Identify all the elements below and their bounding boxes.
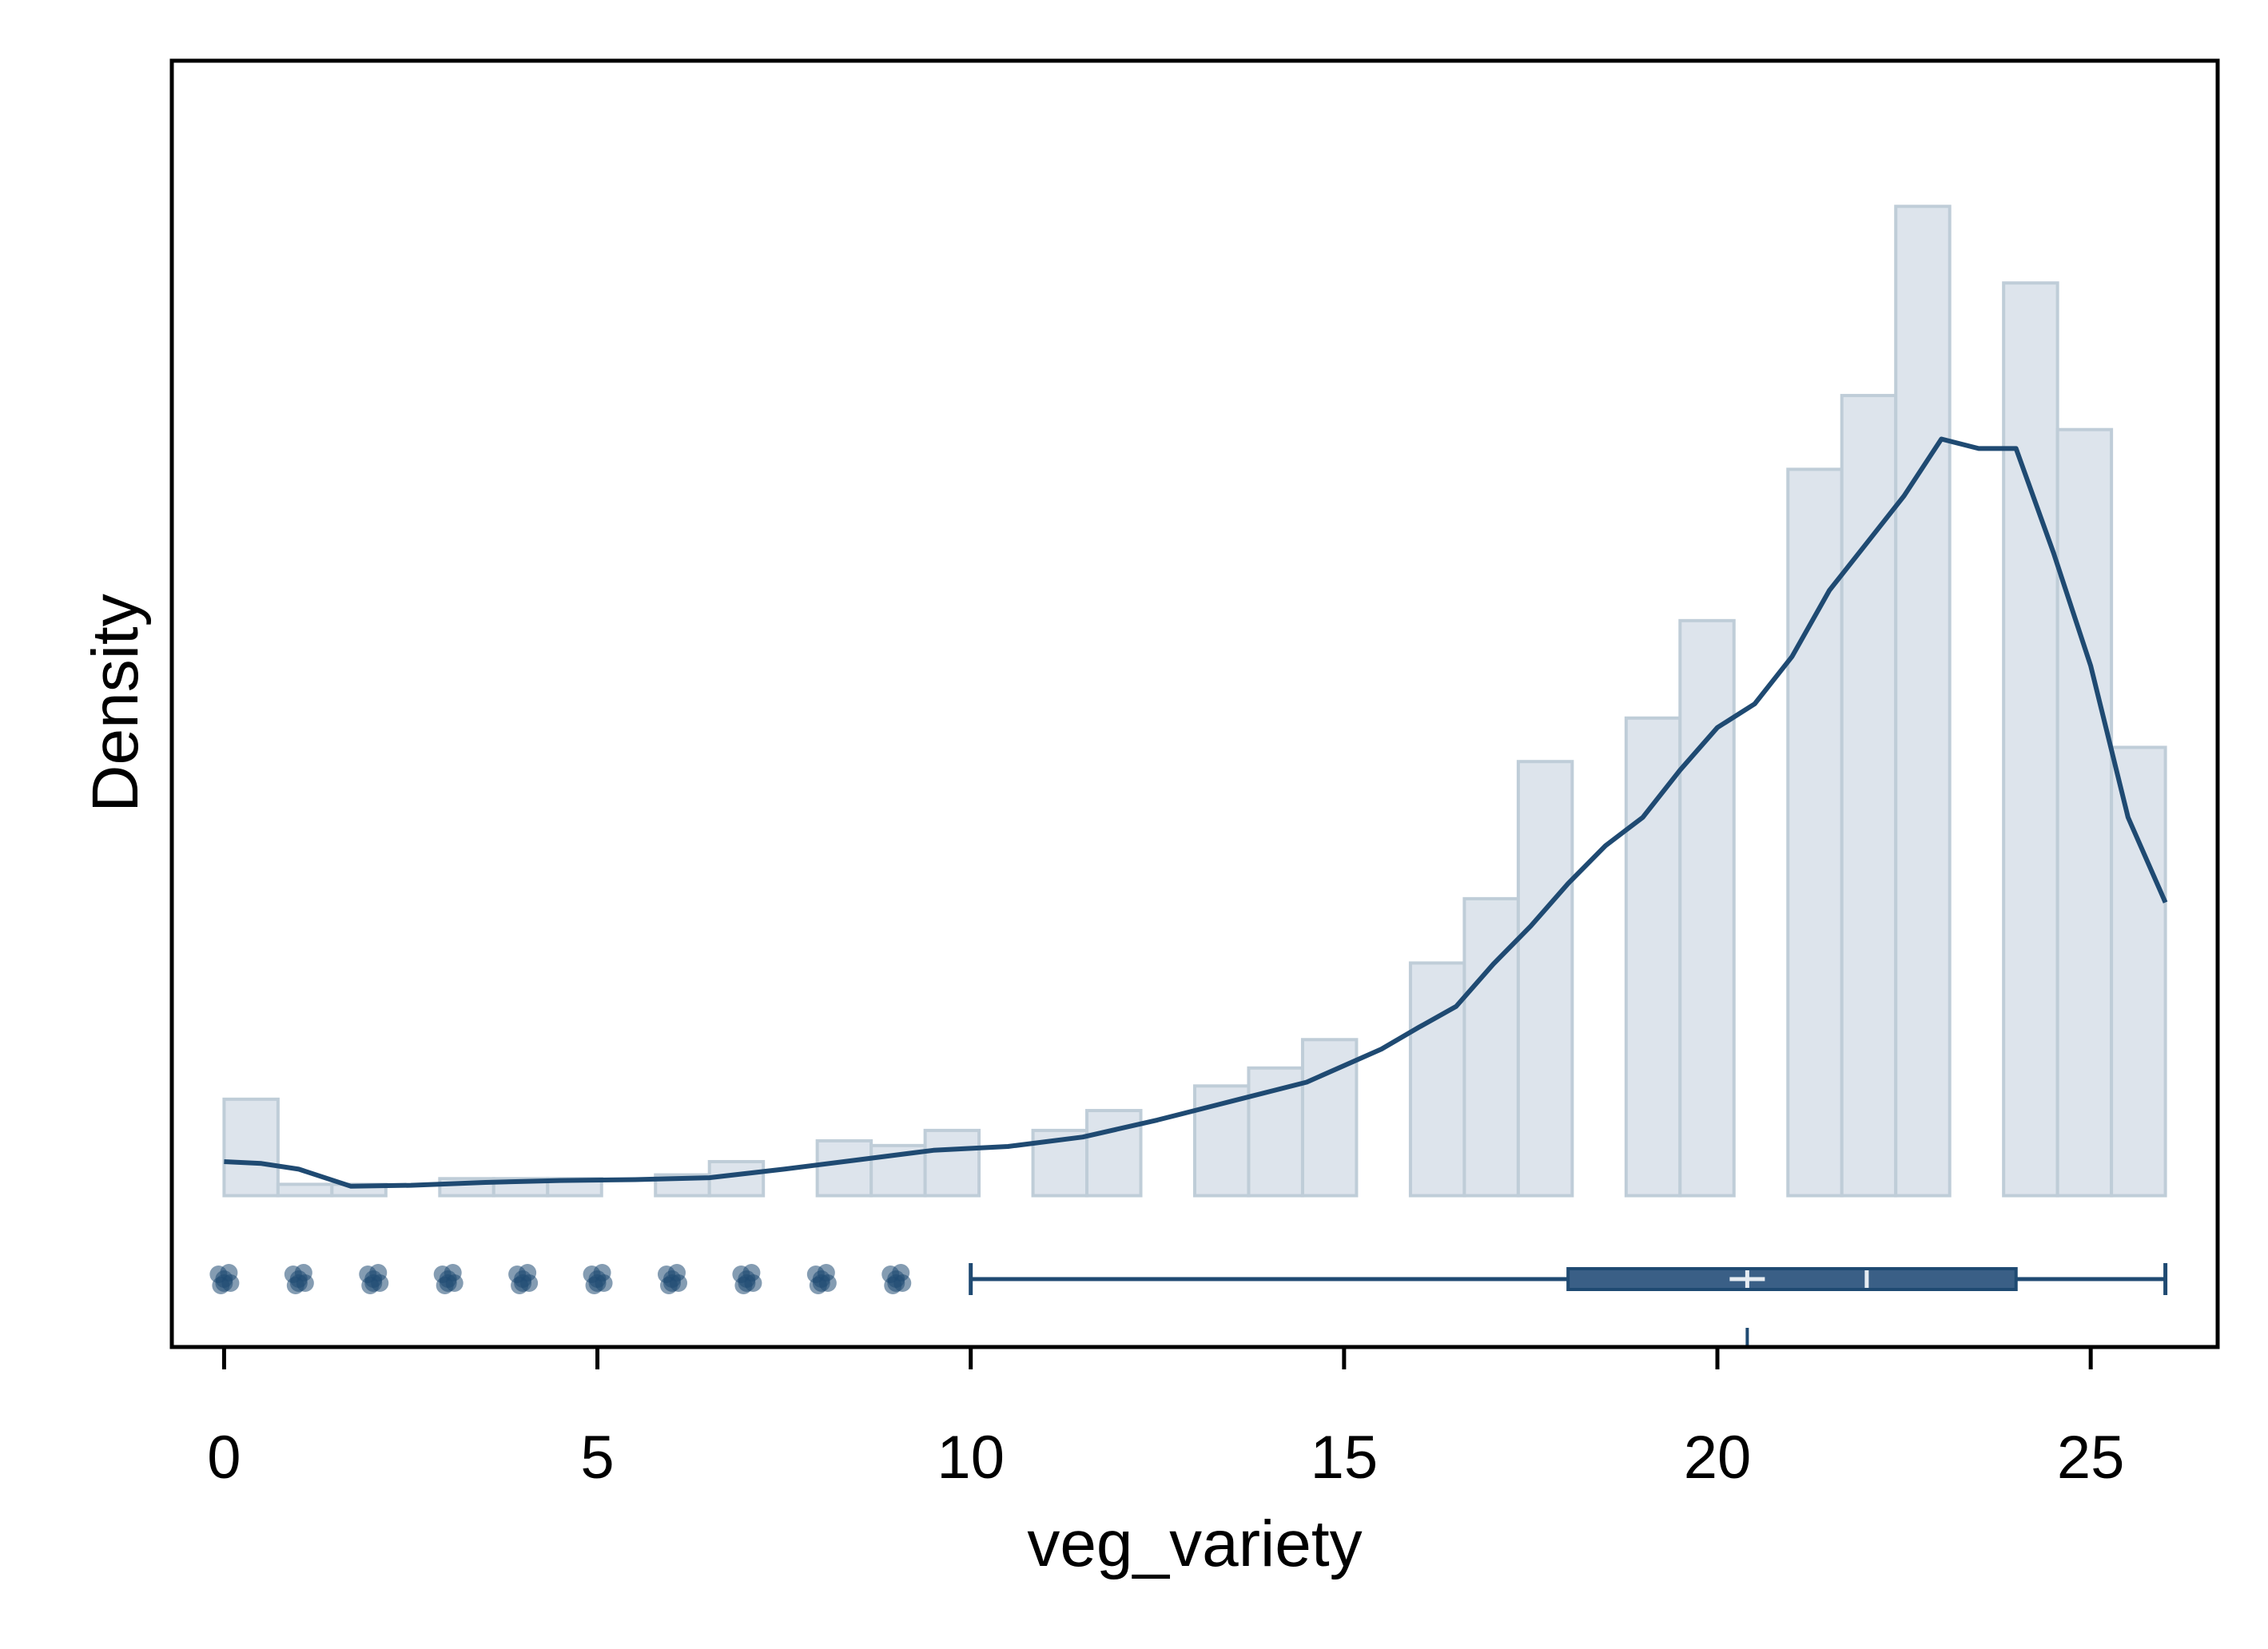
histogram-bar-18 bbox=[1516, 760, 1574, 1198]
histogram-bar-19 bbox=[1624, 716, 1682, 1198]
outlier-point-8 bbox=[806, 1264, 837, 1294]
outlier-dot-3-5 bbox=[439, 1274, 457, 1292]
outlier-point-9 bbox=[881, 1264, 912, 1294]
x-tick-label-0: 0 bbox=[207, 1424, 241, 1492]
outlier-dot-9-5 bbox=[887, 1274, 905, 1292]
histogram-bar-24 bbox=[2002, 281, 2059, 1198]
box-plot bbox=[969, 1263, 2168, 1347]
histogram-bar-20 bbox=[1678, 618, 1736, 1198]
outlier-point-2 bbox=[359, 1264, 389, 1294]
x-axis-title: veg_variety bbox=[1027, 1508, 1362, 1580]
outlier-point-0 bbox=[209, 1264, 240, 1294]
histogram-bar-16 bbox=[1408, 961, 1466, 1198]
histogram-bar-8 bbox=[815, 1138, 873, 1198]
x-tick-label-3: 15 bbox=[1311, 1424, 1379, 1492]
x-tick-label-2: 10 bbox=[937, 1424, 1005, 1492]
outlier-dot-7-5 bbox=[738, 1274, 756, 1292]
x-tick-label-4: 20 bbox=[1684, 1424, 1752, 1492]
histogram-bar-10 bbox=[923, 1128, 981, 1198]
histogram-bar-21 bbox=[1786, 467, 1844, 1198]
outlier-dot-5-5 bbox=[588, 1274, 607, 1292]
histogram-bar-26 bbox=[2110, 745, 2167, 1198]
outlier-dot-4-5 bbox=[514, 1274, 532, 1292]
outlier-point-7 bbox=[732, 1264, 762, 1294]
x-tick-label-5: 25 bbox=[2057, 1424, 2125, 1492]
x-tick-label-1: 5 bbox=[580, 1424, 614, 1492]
outlier-dot-8-5 bbox=[812, 1274, 830, 1292]
density-curve bbox=[224, 436, 2168, 1189]
histogram-bar-22 bbox=[1840, 394, 1898, 1198]
outlier-dot-2-5 bbox=[364, 1274, 383, 1292]
y-axis-title: Density bbox=[79, 594, 152, 812]
histogram-bar-1 bbox=[276, 1182, 334, 1198]
outlier-dot-1-5 bbox=[289, 1274, 308, 1292]
outlier-point-5 bbox=[583, 1264, 613, 1294]
outlier-point-6 bbox=[657, 1264, 687, 1294]
histogram-bar-25 bbox=[2055, 427, 2114, 1198]
outlier-dot-6-5 bbox=[662, 1274, 681, 1292]
outlier-point-1 bbox=[284, 1264, 314, 1294]
x-axis: 0 5 10 15 20 25 bbox=[207, 1349, 2124, 1492]
outlier-dot-0-5 bbox=[215, 1274, 233, 1292]
outlier-point-3 bbox=[433, 1264, 464, 1294]
outlier-point-4 bbox=[508, 1264, 539, 1294]
plot-frame bbox=[169, 58, 2220, 1349]
histogram-bar-17 bbox=[1462, 896, 1520, 1198]
box-iqr bbox=[1566, 1267, 2018, 1291]
outlier-points bbox=[209, 1264, 912, 1294]
histogram-bars bbox=[222, 205, 2167, 1198]
histogram-bar-23 bbox=[1894, 205, 1952, 1198]
histogram-bar-0 bbox=[222, 1097, 280, 1198]
